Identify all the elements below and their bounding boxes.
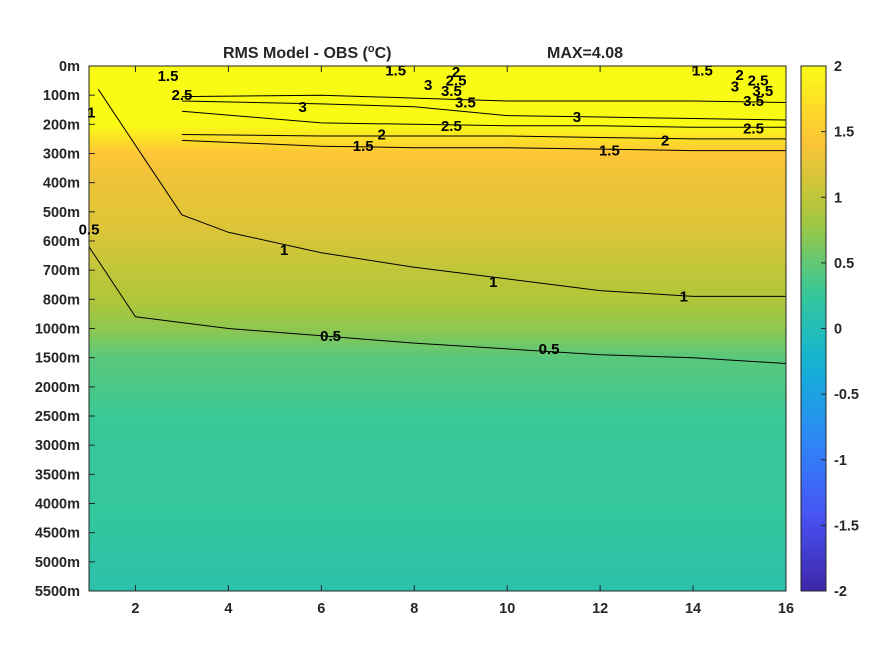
y-tick-label: 5500m xyxy=(35,584,80,600)
contour-label: 1 xyxy=(489,274,497,291)
y-tick-label: 800m xyxy=(43,292,80,308)
contour-label: 3 xyxy=(424,77,432,94)
y-tick-label: 100m xyxy=(43,88,80,104)
contour-label: 3 xyxy=(573,109,581,126)
colorbar-tick-label: -2 xyxy=(834,584,847,600)
contour-line xyxy=(88,246,787,364)
contour-label: 2 xyxy=(452,64,460,81)
contour-label: 2 xyxy=(661,132,669,149)
contour-line xyxy=(181,110,786,128)
colorbar-tick-label: -1.5 xyxy=(834,518,859,534)
contour-line xyxy=(181,139,786,152)
colorbar: 2 1.5 1 0.5 0 -0.5 -1 -1.5 -2 xyxy=(800,59,859,600)
contour-label: 3.5 xyxy=(455,95,476,112)
contour-layer xyxy=(88,89,787,364)
contour-label: 3.5 xyxy=(752,83,773,100)
contour-line xyxy=(181,100,787,121)
contour-label: 3 xyxy=(731,78,739,95)
x-tick-label: 2 xyxy=(131,601,139,617)
contour-line xyxy=(181,134,786,140)
colorbar-tick-label: 0 xyxy=(834,322,842,338)
colorbar-tick-label: 0.5 xyxy=(834,256,854,272)
x-tick-label: 10 xyxy=(499,601,515,617)
y-tick-label: 400m xyxy=(43,176,80,192)
contour-label: 1.5 xyxy=(599,143,620,160)
x-tick-label: 4 xyxy=(224,601,232,617)
contour-label: 0.5 xyxy=(539,341,560,358)
colorbar-tick-label: -0.5 xyxy=(834,387,859,403)
chart-title: RMS Model - OBS (oC) xyxy=(223,43,392,62)
x-axis: 2 4 6 8 10 12 14 16 xyxy=(131,66,794,617)
contour-label: 0.5 xyxy=(320,328,341,345)
contour-line xyxy=(97,89,786,297)
y-tick-label: 0m xyxy=(59,59,80,75)
x-tick-label: 12 xyxy=(592,601,608,617)
x-tick-label: 8 xyxy=(410,601,418,617)
colorbar-tick-label: 1 xyxy=(834,190,842,206)
heatmap-field xyxy=(89,66,786,591)
contour-label: 1.5 xyxy=(692,62,713,79)
y-tick-label: 3000m xyxy=(35,438,80,454)
contour-label: 2.5 xyxy=(171,87,192,104)
plot-area: 1.52.51.5 23 2.53.53.532.521.531.522.51.5 2… xyxy=(79,62,787,592)
contour-label: 1.5 xyxy=(385,62,406,79)
y-tick-label: 300m xyxy=(43,147,80,163)
y-tick-label: 1500m xyxy=(35,351,80,367)
y-tick-label: 4000m xyxy=(35,497,80,513)
x-tick-label: 16 xyxy=(778,601,794,617)
contour-label: 1 xyxy=(87,105,95,122)
x-tick-label: 6 xyxy=(317,601,325,617)
contour-label: 2.5 xyxy=(441,118,462,135)
contour-line xyxy=(181,94,787,103)
y-tick-label: 2500m xyxy=(35,409,80,425)
y-tick-label: 200m xyxy=(43,117,80,133)
contour-label: 1.5 xyxy=(158,68,179,85)
colorbar-tick-label: 1.5 xyxy=(834,125,854,141)
contour-label: 1 xyxy=(280,242,288,259)
contour-label: 1 xyxy=(680,288,688,305)
y-tick-label: 700m xyxy=(43,263,80,279)
contour-label: 2.5 xyxy=(748,73,769,90)
y-tick-label: 5000m xyxy=(35,555,80,571)
y-tick-label: 4500m xyxy=(35,526,80,542)
y-tick-label: 500m xyxy=(43,205,80,221)
colorbar-tick-label: 2 xyxy=(834,59,842,75)
y-tick-label: 1000m xyxy=(35,322,80,338)
y-tick-label: 3500m xyxy=(35,467,80,483)
contour-label: 2 xyxy=(735,67,743,84)
colorbar-tick-label: -1 xyxy=(834,453,847,469)
y-axis: 0m 100m 200m 300m 400m 500m 600m 700m 800m 1000m 1… xyxy=(35,59,95,600)
contour-label: 2.5 xyxy=(743,121,764,138)
colorbar-ticks: 2 1.5 1 0.5 0 -0.5 -1 -1.5 -2 xyxy=(821,59,859,600)
contour-label: 1.5 xyxy=(353,138,374,155)
contour-label: 2.5 xyxy=(446,73,467,90)
contour-label: 3.5 xyxy=(441,83,462,100)
y-tick-label: 600m xyxy=(43,234,80,250)
contour-label: 3 xyxy=(299,99,307,116)
x-tick-label: 14 xyxy=(685,601,701,617)
y-tick-label: 2000m xyxy=(35,380,80,396)
max-label: MAX=4.08 xyxy=(547,45,623,62)
contour-label: 2 xyxy=(378,127,386,144)
contour-label: 3.5 xyxy=(743,93,764,110)
